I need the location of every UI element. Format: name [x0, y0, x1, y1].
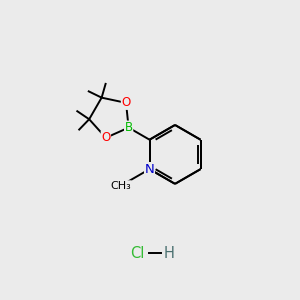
Text: B: B	[124, 121, 133, 134]
Text: N: N	[145, 163, 154, 176]
Text: Cl: Cl	[130, 246, 145, 261]
Text: O: O	[101, 131, 110, 144]
Text: CH₃: CH₃	[111, 181, 131, 190]
Text: H: H	[163, 246, 174, 261]
Text: O: O	[122, 96, 130, 109]
